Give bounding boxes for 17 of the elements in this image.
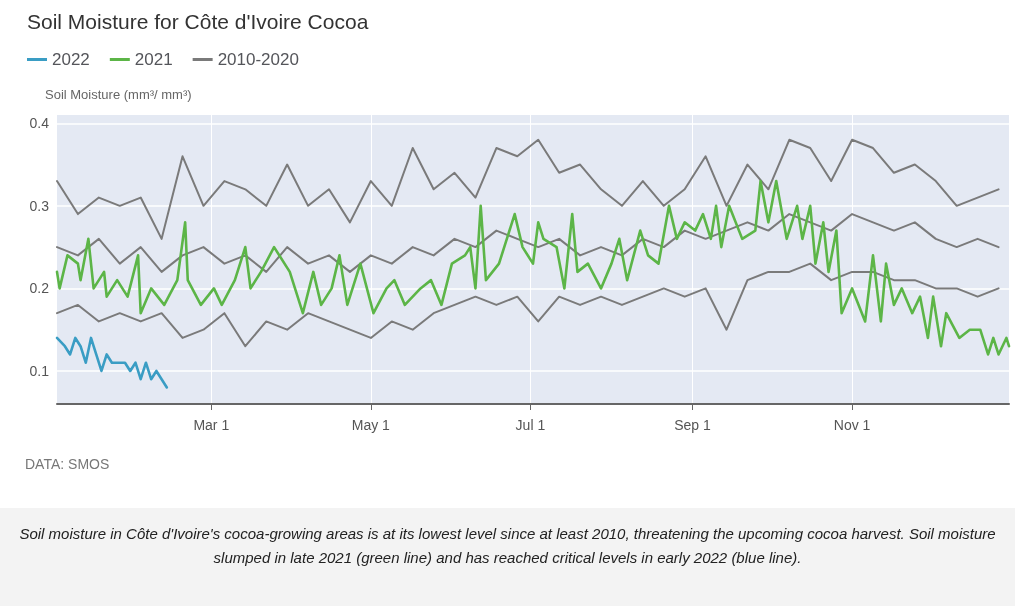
text: DATA: SMOS <box>25 456 110 472</box>
y-tick-label: 0.4 <box>29 115 50 132</box>
x-tick-label: Mar 1 <box>193 417 230 433</box>
x-tick-label: Jul 1 <box>515 417 546 433</box>
y-tick-label: 0.1 <box>29 362 50 379</box>
chart-title: Soil Moisture for Côte d'Ivoire Cocoa <box>27 10 369 33</box>
line-series <box>55 336 169 389</box>
y-tick-label: 0.2 <box>29 280 50 297</box>
x-tick-label: Sep 1 <box>674 417 712 433</box>
text: Soil moisture in Côte d'Ivoire's cocoa-growing areas is at its lowest level since at least 2010, threatening the upcoming cocoa harvest. Soil moisture slumped in late 2021 (green line) and has reached critical levels in early 2022 (blue line). <box>0 508 1015 606</box>
y-tick-label: 0.3 <box>29 197 50 214</box>
legend-label: 2010-2020 <box>217 50 299 69</box>
y-axis-title: Soil Moisture (mm³/ mm³) <box>45 87 192 102</box>
x-tick-label: Nov 1 <box>833 417 871 433</box>
x-tick-label: May 1 <box>351 417 391 433</box>
legend-label: 2022 <box>52 50 90 69</box>
legend-label: 2021 <box>134 50 173 69</box>
